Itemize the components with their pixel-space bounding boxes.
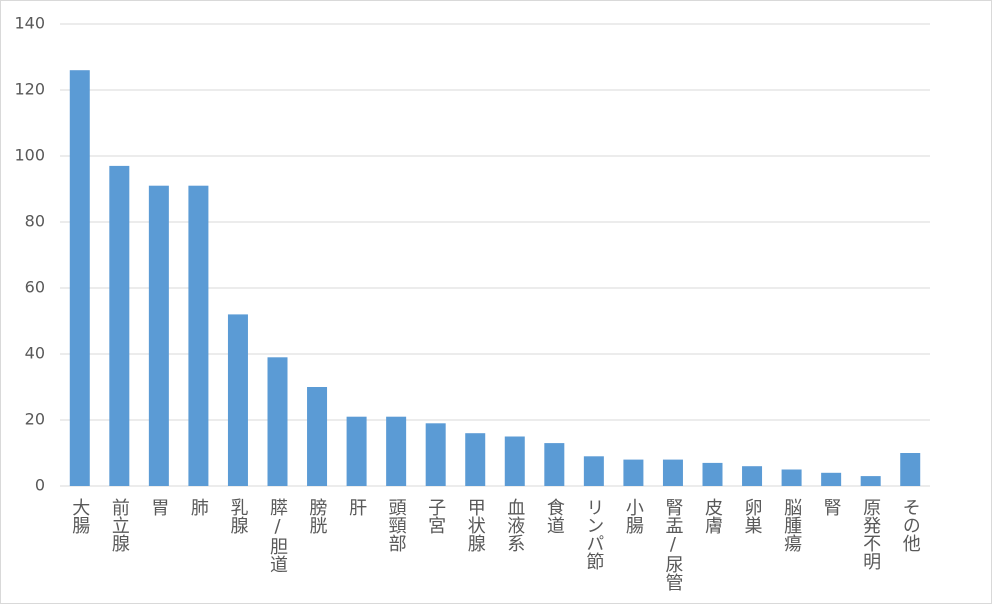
bar (465, 433, 486, 486)
x-tick-label: 卵巣 (742, 498, 763, 534)
x-tick-label: 胃 (148, 498, 169, 517)
x-tick-label: 腎 (821, 498, 842, 517)
x-tick-label: 子宮 (425, 498, 446, 534)
bar (583, 456, 604, 486)
bar (623, 459, 644, 486)
bar (544, 443, 565, 486)
y-tick-label: 120 (14, 80, 45, 99)
bar (742, 466, 763, 486)
x-tick-label: 脳腫瘍 (781, 498, 802, 553)
x-tick-label: 皮膚 (702, 498, 723, 534)
x-tick-label: リンパ節 (583, 498, 604, 570)
bar (109, 165, 130, 486)
bar (900, 453, 921, 486)
x-tick-label: 食道 (544, 498, 565, 534)
x-tick-label: 肝 (346, 498, 367, 516)
bar (188, 185, 209, 486)
x-tick-label: 乳腺 (227, 498, 248, 535)
bar (307, 387, 328, 486)
x-tick-label: 小腸 (623, 498, 644, 535)
bar (425, 423, 446, 486)
x-tick-label: 甲状腺 (465, 498, 486, 553)
y-tick-label: 100 (14, 146, 45, 165)
bar (148, 185, 169, 486)
x-tick-label: 原発不明 (860, 498, 881, 571)
y-tick-label: 140 (14, 14, 45, 33)
x-tick-label: 大腸 (69, 498, 90, 535)
y-tick-label: 20 (25, 410, 45, 429)
x-tick-label: 肺 (188, 498, 209, 517)
x-tick-label: 頭頸部 (386, 498, 407, 552)
y-tick-label: 0 (35, 476, 45, 495)
bar (860, 476, 881, 486)
y-tick-label: 80 (25, 212, 45, 231)
bar (702, 462, 723, 486)
bar (504, 436, 525, 486)
x-tick-label: 血液系 (504, 498, 525, 552)
bar (267, 357, 288, 486)
y-tick-label: 40 (25, 344, 45, 363)
bar (69, 70, 90, 486)
y-tick-label: 60 (25, 278, 45, 297)
bar (227, 314, 248, 486)
bar (821, 472, 842, 486)
bar (386, 416, 407, 486)
x-tick-label: その他 (900, 498, 921, 552)
x-tick-label: 腎盂/尿管 (662, 498, 683, 591)
x-tick-label: 膀胱 (307, 498, 328, 534)
x-tick-label: 前立腺 (109, 498, 130, 553)
x-tick-label: 膵/胆道 (267, 498, 288, 573)
bar (781, 469, 802, 486)
bar (662, 459, 683, 486)
bar (346, 416, 367, 486)
